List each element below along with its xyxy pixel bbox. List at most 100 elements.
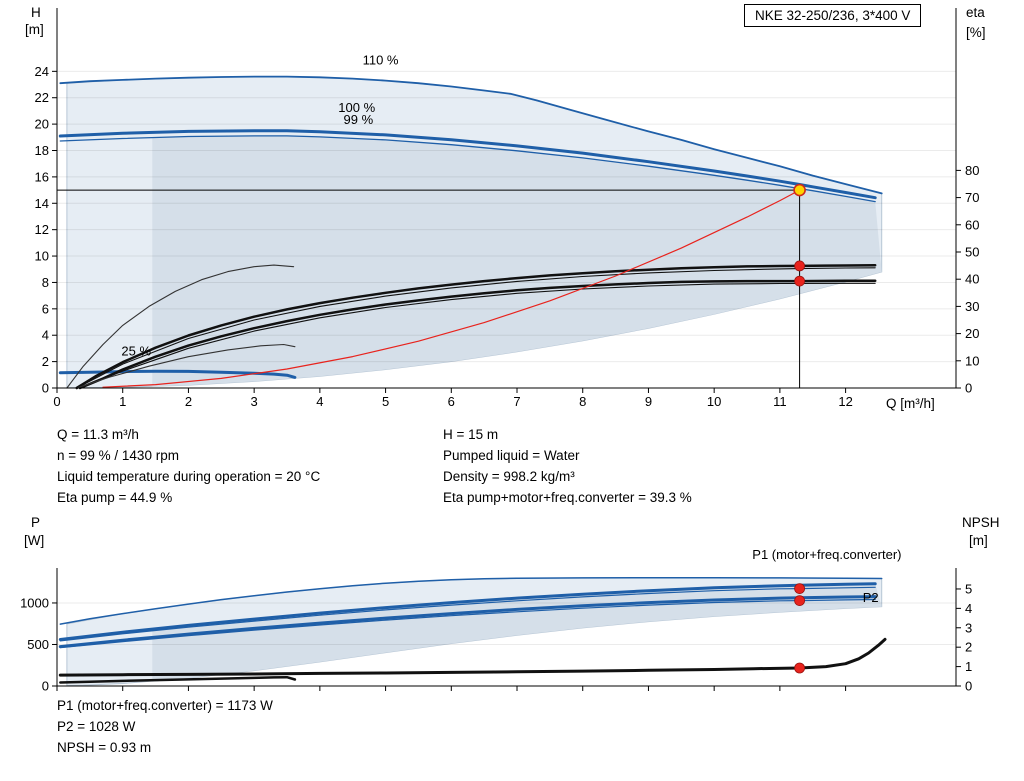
right-tick-label: 40 — [965, 272, 979, 287]
left-tick-label: 14 — [35, 196, 49, 211]
x-tick-label: 3 — [251, 394, 258, 409]
x-tick-label: 7 — [513, 394, 520, 409]
chart-0: 110 %100 %99 %25 %0 1 2 3 4 5 6 7 8 9 10 11 12024681… — [35, 8, 979, 409]
result-line-liquid: Pumped liquid = Water — [443, 448, 580, 463]
right-tick-label: 10 — [965, 353, 979, 368]
right-tick-label: 4 — [965, 601, 972, 616]
result-line-npsh: NPSH = 0.93 m — [57, 740, 152, 755]
result-line-q: Q = 11.3 m³/h — [57, 427, 139, 442]
eta-total-curve — [78, 279, 877, 390]
left-tick-label: 10 — [35, 249, 49, 264]
pump-model-title: NKE 32-250/236, 3*400 V — [744, 4, 922, 27]
left-tick-label: 8 — [42, 275, 49, 290]
left-tick-label: 16 — [35, 169, 49, 184]
eta-axis-label: eta — [966, 5, 985, 20]
h-axis-label: H — [31, 5, 41, 20]
x-tick-label: 4 — [316, 394, 323, 409]
result-line-eta: Eta pump = 44.9 % — [57, 490, 173, 505]
power-envelope-inner — [152, 583, 882, 682]
eta-pump-curve-thin — [76, 267, 876, 389]
h-axis-unit: [m] — [25, 22, 44, 37]
result-point-marker[interactable] — [794, 275, 805, 287]
left-tick-label: 0 — [42, 679, 49, 694]
result-line-density: Density = 998.2 kg/m³ — [443, 469, 575, 484]
curve-label: P1 (motor+freq.converter) — [752, 547, 901, 562]
x-tick-label: 6 — [448, 394, 455, 409]
duty-results-right: H = 15 m Pumped liquid = Water Density =… — [443, 424, 692, 508]
curve-label: 99 % — [344, 112, 374, 127]
right-tick-label: 0 — [965, 381, 972, 396]
result-point-marker[interactable] — [794, 595, 805, 606]
curve-label: 110 % — [363, 53, 399, 68]
left-tick-label: 0 — [42, 381, 49, 396]
result-line-temp: Liquid temperature during operation = 20… — [57, 469, 321, 484]
curve-label: 100 % — [338, 100, 375, 115]
left-tick-label: 1000 — [20, 595, 49, 610]
right-tick-label: 80 — [965, 163, 979, 178]
x-tick-label: 1 — [119, 394, 126, 409]
npsh-axis-unit: [m] — [969, 533, 988, 548]
eta-axis-unit: [%] — [966, 25, 986, 40]
result-line-p2: P2 = 1028 W — [57, 719, 136, 734]
result-line-p1: P1 (motor+freq.converter) = 1173 W — [57, 698, 273, 713]
left-tick-label: 24 — [35, 64, 49, 79]
npsh-axis-label: NPSH — [962, 515, 1000, 530]
npsh-curve — [58, 637, 887, 677]
left-tick-label: 22 — [35, 90, 49, 105]
duty-results-left: Q = 11.3 m³/h n = 99 % / 1430 rpm Liquid… — [57, 424, 320, 508]
right-tick-label: 70 — [965, 190, 979, 205]
x-tick-label: 5 — [382, 394, 389, 409]
result-line-n: n = 99 % / 1430 rpm — [57, 448, 179, 463]
left-tick-label: 20 — [35, 117, 49, 132]
right-tick-label: 20 — [965, 326, 979, 341]
result-point-marker[interactable] — [794, 583, 805, 594]
right-tick-label: 50 — [965, 244, 979, 259]
x-tick-label: 11 — [773, 394, 787, 409]
eta-total-curve-thin — [79, 282, 876, 389]
eta-pump-curve — [75, 264, 877, 390]
right-tick-label: 0 — [965, 679, 972, 694]
power-curve-110pct — [59, 576, 883, 625]
eta-curve-25pct — [66, 264, 295, 389]
curve-label: 25 % — [121, 344, 151, 359]
x-tick-label: 10 — [707, 394, 721, 409]
p2-curve-25pct — [59, 675, 297, 684]
right-tick-label: 5 — [965, 581, 972, 596]
power-results: P1 (motor+freq.converter) = 1173 W P2 = … — [57, 695, 273, 758]
x-tick-label: 0 — [53, 394, 60, 409]
right-tick-label: 2 — [965, 640, 972, 655]
eta-total-curve-25pct — [76, 343, 296, 389]
result-point-marker[interactable] — [794, 662, 805, 674]
x-tick-label: 2 — [185, 394, 192, 409]
system-curve — [102, 189, 801, 388]
left-tick-label: 18 — [35, 143, 49, 158]
result-line-eta-total: Eta pump+motor+freq.converter = 39.3 % — [443, 490, 692, 505]
left-tick-label: 6 — [42, 301, 49, 316]
p1-curve-100pct — [58, 582, 877, 641]
x-tick-label: 12 — [838, 394, 852, 409]
left-tick-label: 500 — [27, 637, 49, 652]
curve-label: P2 — [863, 590, 879, 605]
q-axis-label: Q [m³/h] — [886, 396, 935, 411]
result-line-h: H = 15 m — [443, 427, 499, 442]
left-tick-label: 12 — [35, 222, 49, 237]
right-tick-label: 1 — [965, 659, 972, 674]
p-axis-unit: [W] — [24, 533, 45, 548]
head-curve-110pct — [59, 75, 883, 195]
right-tick-label: 3 — [965, 620, 972, 635]
left-tick-label: 4 — [42, 328, 49, 343]
chart-1: P1 (motor+freq.converter) P2 0 500 1000 0 1 2 3 4… — [20, 547, 972, 694]
x-tick-label: 8 — [579, 394, 586, 409]
result-point-marker[interactable] — [794, 260, 805, 272]
p2-curve-100pct — [58, 595, 877, 649]
p1-curve-99pct — [59, 586, 876, 642]
p2-curve-99pct — [59, 598, 876, 649]
x-tick-label: 9 — [645, 394, 652, 409]
p-axis-label: P — [31, 515, 41, 530]
right-tick-label: 60 — [965, 217, 979, 232]
duty-point-marker[interactable] — [793, 183, 806, 197]
operating-envelope-inner — [152, 135, 882, 387]
left-tick-label: 2 — [42, 354, 49, 369]
